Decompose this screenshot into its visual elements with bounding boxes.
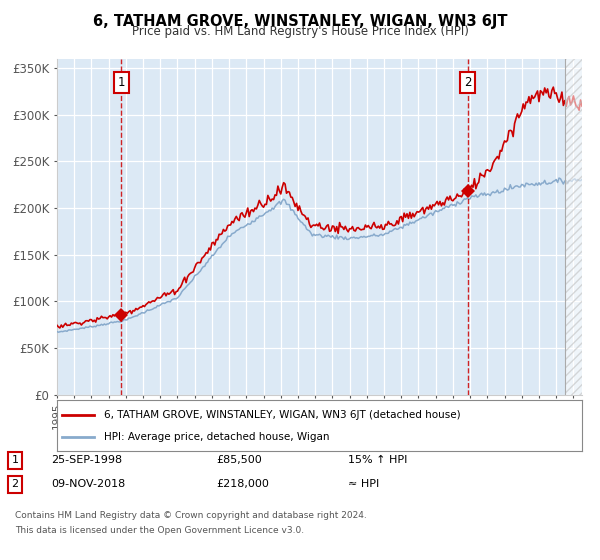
Text: 6, TATHAM GROVE, WINSTANLEY, WIGAN, WN3 6JT (detached house): 6, TATHAM GROVE, WINSTANLEY, WIGAN, WN3 … xyxy=(104,409,461,419)
Text: Contains HM Land Registry data © Crown copyright and database right 2024.: Contains HM Land Registry data © Crown c… xyxy=(15,511,367,520)
Text: ≈ HPI: ≈ HPI xyxy=(348,479,379,489)
Text: 1: 1 xyxy=(11,455,19,465)
Text: £85,500: £85,500 xyxy=(216,455,262,465)
Text: 6, TATHAM GROVE, WINSTANLEY, WIGAN, WN3 6JT: 6, TATHAM GROVE, WINSTANLEY, WIGAN, WN3 … xyxy=(93,14,507,29)
Text: 1: 1 xyxy=(118,76,125,89)
Bar xyxy=(565,59,599,395)
Text: 15% ↑ HPI: 15% ↑ HPI xyxy=(348,455,407,465)
Text: 2: 2 xyxy=(11,479,19,489)
Text: £218,000: £218,000 xyxy=(216,479,269,489)
Text: HPI: Average price, detached house, Wigan: HPI: Average price, detached house, Wiga… xyxy=(104,432,330,442)
Text: 25-SEP-1998: 25-SEP-1998 xyxy=(51,455,122,465)
Text: 2: 2 xyxy=(464,76,472,89)
Text: 09-NOV-2018: 09-NOV-2018 xyxy=(51,479,125,489)
Text: Price paid vs. HM Land Registry's House Price Index (HPI): Price paid vs. HM Land Registry's House … xyxy=(131,25,469,38)
Text: This data is licensed under the Open Government Licence v3.0.: This data is licensed under the Open Gov… xyxy=(15,526,304,535)
